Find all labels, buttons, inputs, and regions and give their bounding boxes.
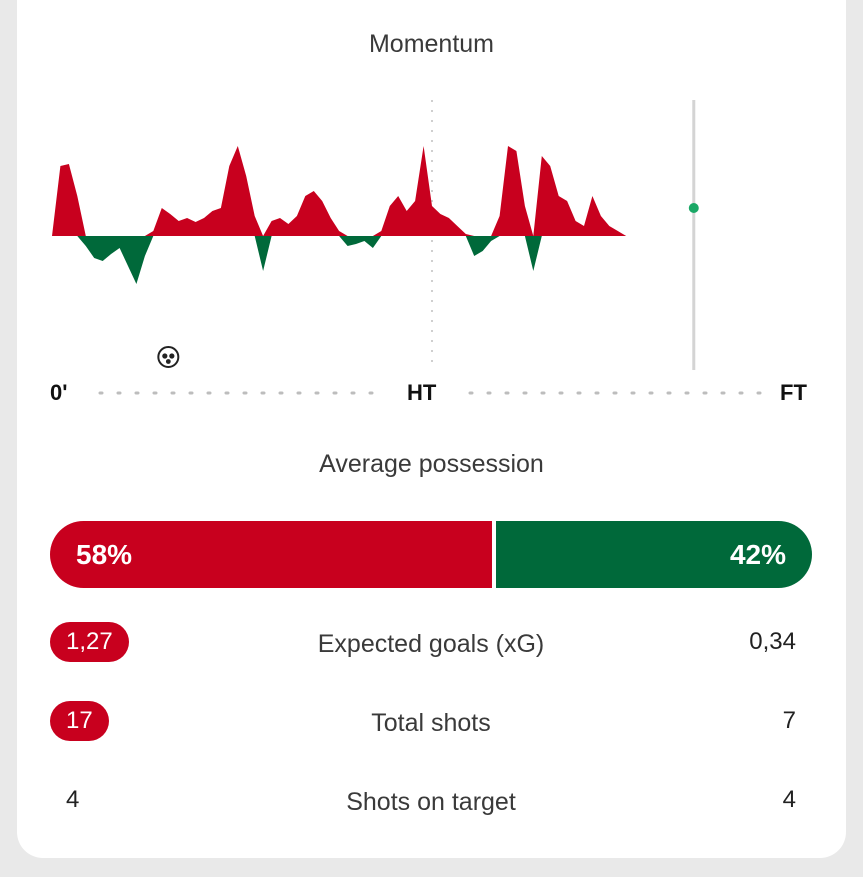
- stat-home-value: 1,27: [50, 622, 129, 662]
- match-stats-card: [17, 0, 846, 858]
- football-icon-patch: [165, 359, 171, 364]
- stat-home-value: 4: [66, 786, 80, 813]
- stat-label: Total shots: [371, 709, 491, 737]
- football-icon-patch: [169, 353, 175, 359]
- momentum-chart: [52, 100, 762, 395]
- momentum-home-area: [52, 146, 694, 236]
- football-icon: [157, 346, 180, 368]
- possession-away-label: 42%: [729, 538, 786, 570]
- momentum-title: Momentum: [368, 30, 495, 58]
- stat-away-value: 0,34: [749, 628, 796, 655]
- timeline-label-end: FT: [780, 380, 807, 405]
- stat-row-shots-on-target: Shots on target 4 4: [50, 780, 812, 824]
- timeline-label-half: HT: [407, 380, 437, 405]
- stat-away-value: 4: [782, 786, 796, 813]
- stat-row-xg: Expected goals (xG) 1,27 0,34: [50, 622, 812, 666]
- current-minute-marker: [688, 203, 699, 213]
- stat-row-total-shots: Total shots 17 7: [50, 701, 812, 745]
- football-icon-patch: [162, 353, 168, 359]
- possession-home-label: 58%: [76, 538, 133, 570]
- stat-home-value: 17: [50, 701, 109, 741]
- possession-bar: 58% 42%: [50, 521, 812, 588]
- timeline-label-start: 0': [50, 380, 68, 405]
- momentum-away-area: [52, 236, 694, 284]
- stat-label: Shots on target: [346, 788, 516, 816]
- possession-home-segment: 58%: [50, 521, 492, 588]
- possession-away-segment: 42%: [491, 521, 812, 588]
- stat-label: Expected goals (xG): [317, 630, 545, 658]
- possession-title: Average possession: [319, 450, 544, 478]
- stat-away-value: 7: [782, 707, 796, 734]
